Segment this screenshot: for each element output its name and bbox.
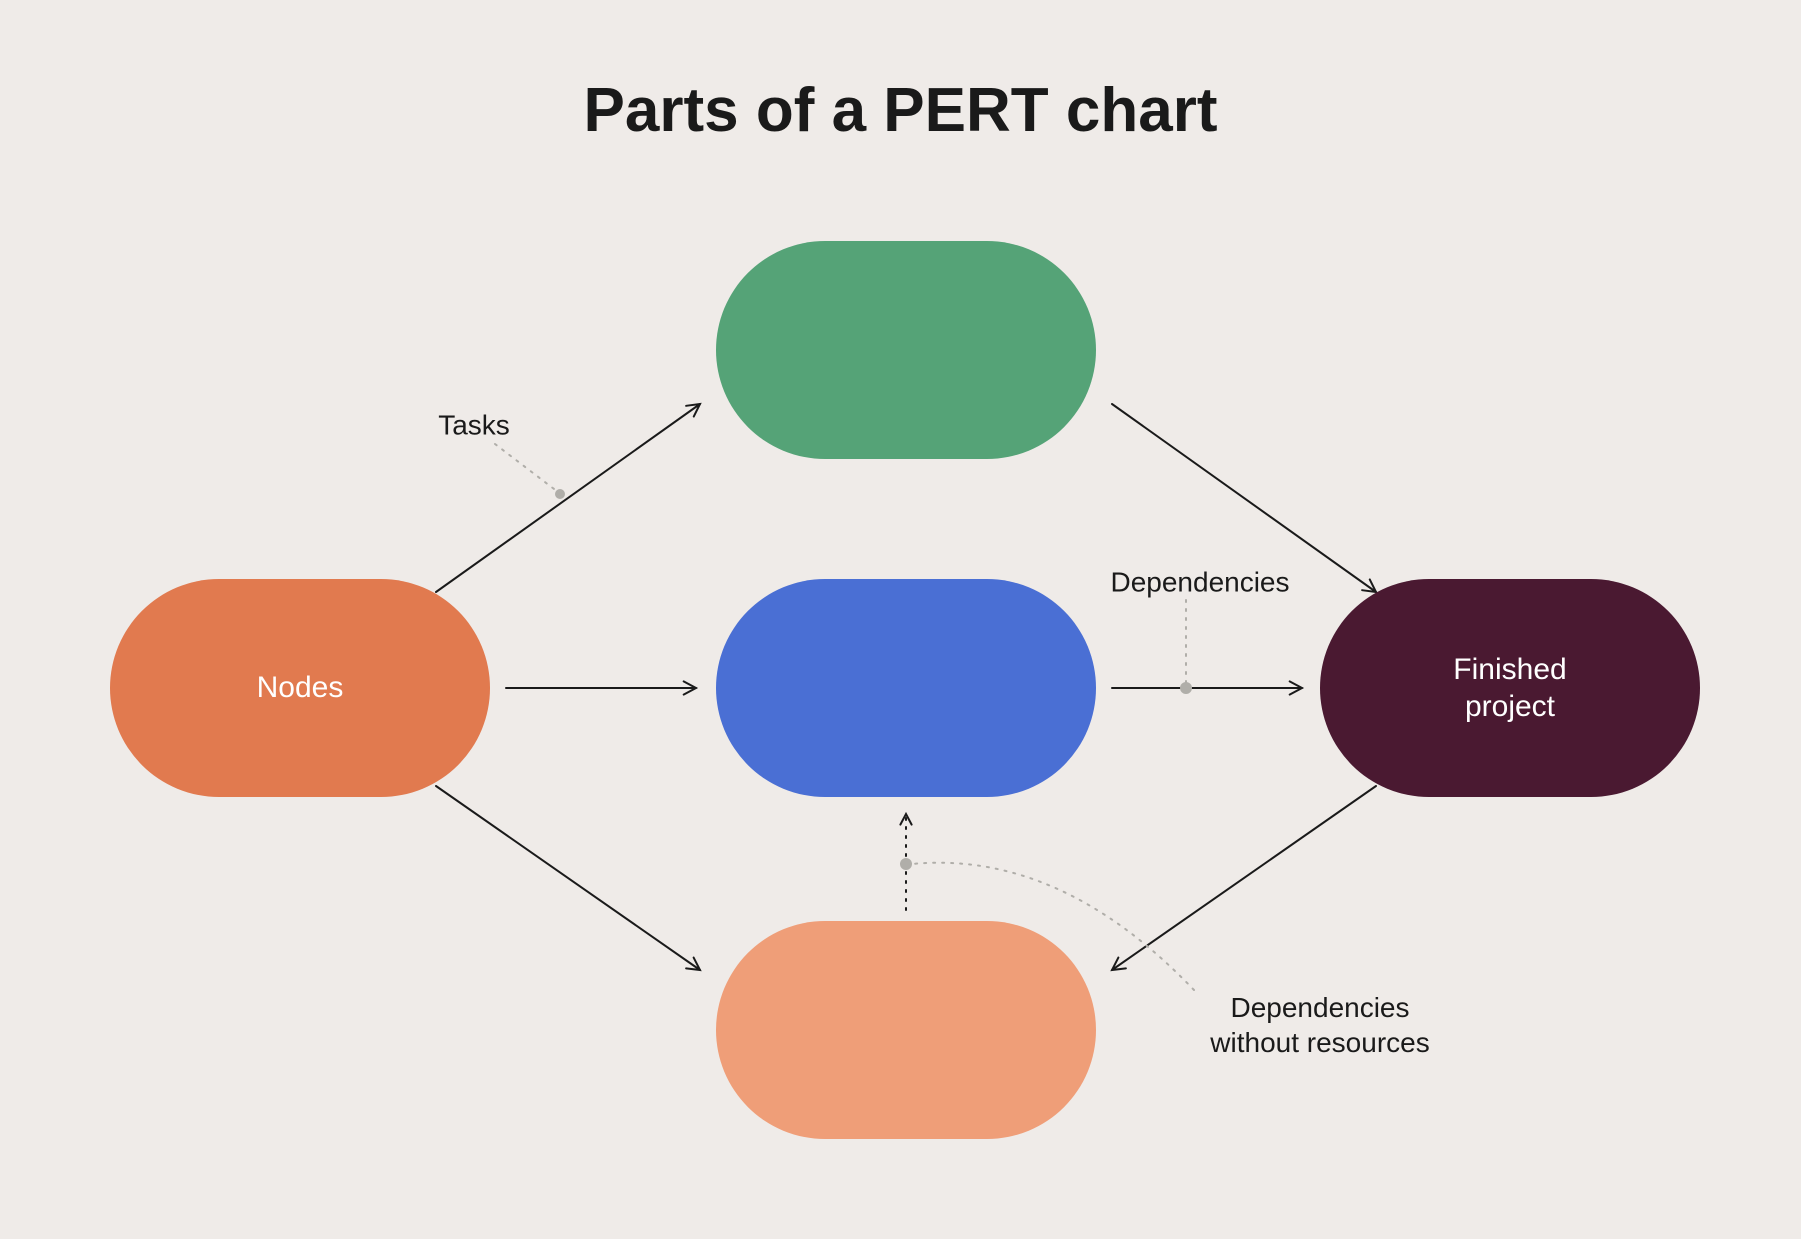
node-mid bbox=[716, 579, 1096, 797]
edge-finish-bot bbox=[1112, 786, 1376, 970]
annotation-dot-dep-no-res bbox=[900, 858, 912, 870]
annotation-dot-dependencies bbox=[1180, 682, 1192, 694]
annotation-dependencies: Dependencies bbox=[1110, 565, 1289, 600]
node-bot bbox=[716, 921, 1096, 1139]
annotation-leader-tasks bbox=[495, 444, 558, 492]
node-start: Nodes bbox=[110, 579, 490, 797]
diagram-stage: Parts of a PERT chart Nodes Finished proj… bbox=[0, 0, 1801, 1239]
annotation-dep-no-res: Dependencies without resources bbox=[1210, 990, 1429, 1060]
edge-start-bot bbox=[436, 786, 700, 970]
node-finish: Finished project bbox=[1320, 579, 1700, 797]
node-label-finish: Finished project bbox=[1453, 651, 1566, 726]
node-label-start: Nodes bbox=[257, 669, 344, 707]
node-top bbox=[716, 241, 1096, 459]
page-title: Parts of a PERT chart bbox=[0, 75, 1801, 146]
annotation-tasks: Tasks bbox=[438, 408, 510, 443]
annotation-dot-tasks bbox=[555, 489, 565, 499]
